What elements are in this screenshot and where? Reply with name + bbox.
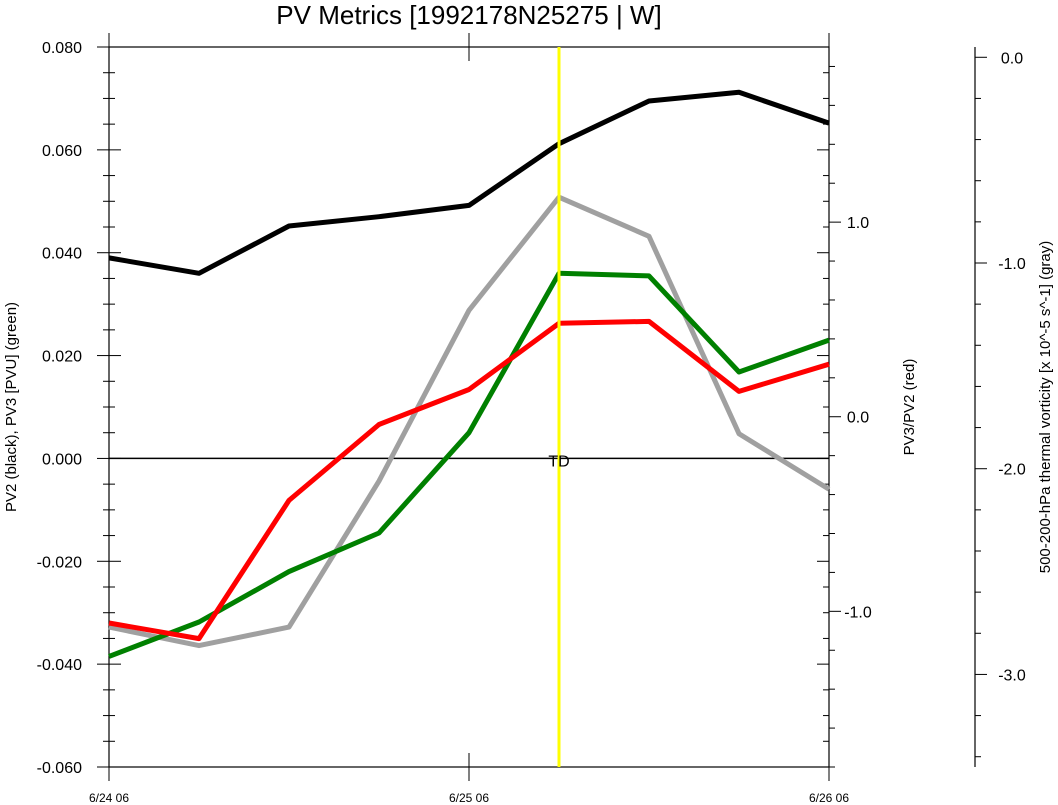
chart-title: PV Metrics [1992178N25275 | W] — [276, 0, 661, 30]
left-tick-label: 0.020 — [42, 349, 82, 366]
series-line — [108, 318, 830, 642]
right2-tick-label: 0.0 — [1001, 50, 1023, 67]
series-line — [108, 270, 830, 659]
left-tick-label: 0.060 — [42, 143, 82, 160]
right1-tick-label: 1.0 — [847, 215, 869, 232]
td-marker-label: TD — [548, 453, 569, 470]
left-tick-label: -0.020 — [37, 554, 82, 571]
x-tick-label: 6/26 06 — [809, 791, 849, 805]
right-axis-1-ticks — [829, 65, 841, 768]
right-axis-2-label: 500-200-hPa thermal vorticity [x 10^-5 s… — [1037, 241, 1054, 574]
plot-frame — [108, 46, 830, 768]
left-tick-label: 0.080 — [42, 40, 82, 57]
left-axis-label: PV2 (black), PV3 [PVU] (green) — [3, 302, 20, 512]
right-axis-1-label: PV3/PV2 (red) — [901, 359, 918, 456]
left-tick-label: 0.000 — [42, 451, 82, 468]
left-tick-label: -0.060 — [37, 760, 82, 777]
right-axis-1-tick-labels: -1.0 0.0 1.0 — [844, 215, 872, 621]
x-tick-label: 6/25 06 — [449, 791, 489, 805]
right1-tick-label: -1.0 — [844, 604, 872, 621]
right-axis-2-tick-labels: -3.0 -2.0 -1.0 0.0 — [998, 50, 1026, 684]
right-axis-2-ticks — [974, 47, 987, 767]
left-axis-ticks — [97, 46, 829, 768]
series-line — [108, 89, 830, 276]
left-axis-tick-labels: -0.060 -0.040 -0.020 0.000 0.020 0.040 0.060 0.… — [37, 40, 82, 777]
left-tick-label: -0.040 — [37, 657, 82, 674]
series-layer — [108, 89, 831, 659]
right2-tick-label: -2.0 — [998, 462, 1026, 479]
left-tick-label: 0.040 — [42, 246, 82, 263]
x-axis-tick-labels: 6/24 06 6/25 06 6/26 06 — [89, 33, 849, 805]
right2-tick-label: -3.0 — [998, 667, 1026, 684]
right1-tick-label: 0.0 — [847, 410, 869, 427]
x-tick-label: 6/24 06 — [89, 791, 129, 805]
right2-tick-label: -1.0 — [998, 256, 1026, 273]
